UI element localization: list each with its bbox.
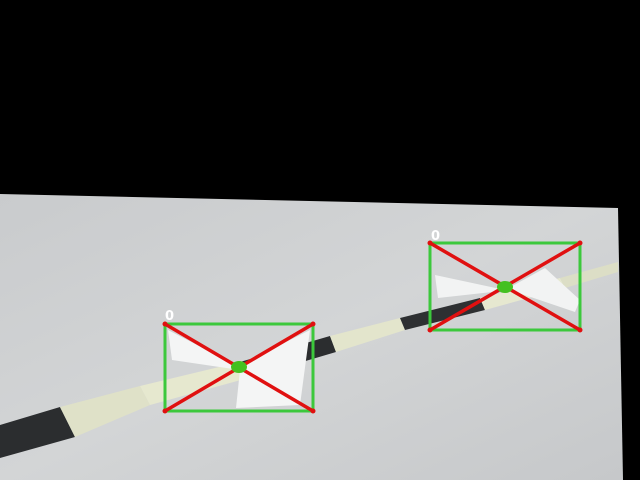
- corner-dot: [577, 327, 583, 333]
- detection-label: 0: [165, 309, 174, 324]
- corner-dot: [310, 408, 316, 414]
- detection-label: 0: [431, 229, 440, 244]
- detection-box-2: 0: [427, 229, 583, 333]
- corner-dot: [162, 321, 168, 327]
- corner-dot: [427, 327, 433, 333]
- corner-dot: [310, 321, 316, 327]
- center-marker: [497, 281, 513, 293]
- corner-dot: [427, 240, 433, 246]
- bounding-box: [428, 241, 582, 332]
- center-marker: [231, 361, 247, 373]
- corner-dot: [577, 240, 583, 246]
- corner-dot: [162, 408, 168, 414]
- detection-box-1: 0: [162, 309, 316, 414]
- bounding-box: [163, 322, 315, 413]
